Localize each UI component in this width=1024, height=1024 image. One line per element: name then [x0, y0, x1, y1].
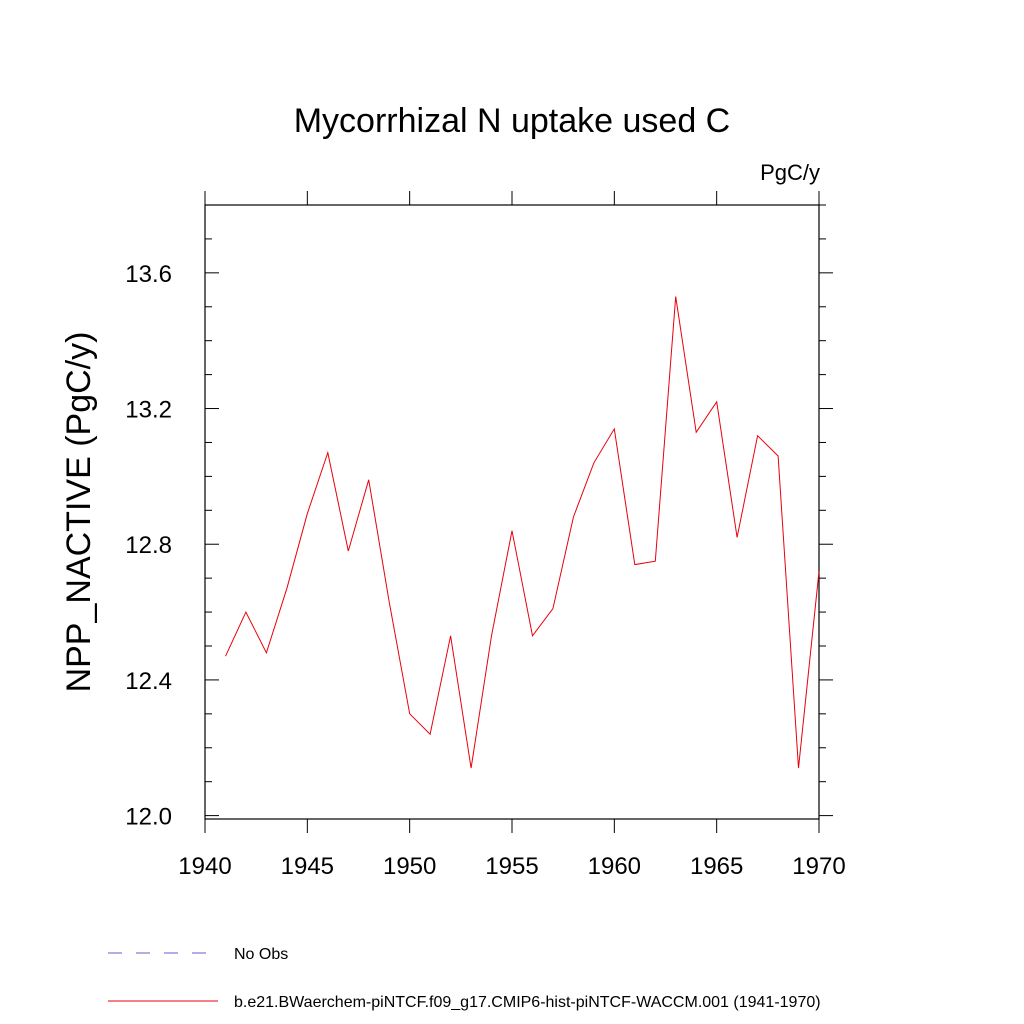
y-tick-label: 12.8: [125, 532, 172, 559]
legend: No Obs b.e21.BWaerchem-piNTCF.f09_g17.CM…: [108, 946, 821, 1011]
x-tick-label: 1965: [690, 853, 743, 880]
units-label: PgC/y: [760, 160, 820, 185]
series-group: [225, 296, 820, 769]
x-tick-label: 1955: [485, 853, 538, 880]
axis-ticks: [204, 191, 833, 833]
series-line: [225, 296, 820, 769]
x-tick-label: 1970: [792, 853, 845, 880]
x-tick-label: 1960: [588, 853, 641, 880]
y-axis-label: NPP_NACTIVE (PgC/y): [60, 332, 98, 693]
y-tick-labels: 12.0 12.4 12.8 13.2 13.6: [125, 261, 172, 831]
y-tick-label: 12.0: [125, 804, 172, 831]
x-tick-label: 1945: [281, 853, 334, 880]
y-tick-label: 13.2: [125, 397, 172, 424]
y-tick-label: 12.4: [125, 668, 172, 695]
x-tick-label: 1940: [178, 853, 231, 880]
chart-title: Mycorrhizal N uptake used C: [294, 102, 731, 140]
x-tick-labels: 1940 1945 1950 1955 1960 1965 1970: [178, 853, 845, 880]
legend-label-no-obs: No Obs: [234, 946, 288, 963]
plot-frame: [204, 204, 820, 820]
legend-label-series: b.e21.BWaerchem-piNTCF.f09_g17.CMIP6-his…: [234, 994, 821, 1011]
y-tick-label: 13.6: [125, 261, 172, 288]
x-tick-label: 1950: [383, 853, 436, 880]
